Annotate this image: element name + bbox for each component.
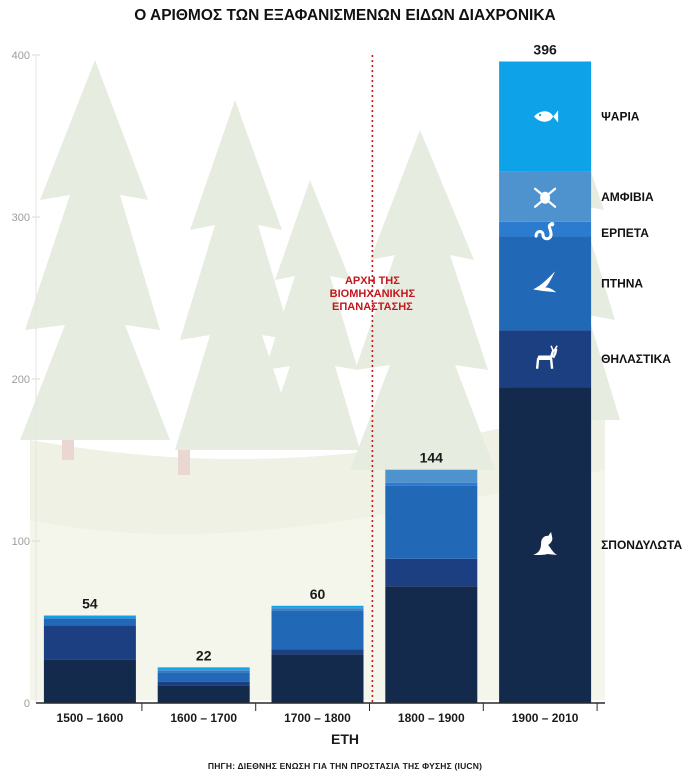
total-label-5: 396 <box>533 41 557 57</box>
x-tick-label-3: 1700 – 1800 <box>284 711 351 725</box>
bar-segment-deer <box>385 558 478 587</box>
series-label-kangaroo: ΣΠΟΝΔΥΛΩΤΑ <box>601 538 682 552</box>
source-note: ΠΗΓΗ: ΔΙΕΘΝΗΣ ΕΝΩΣΗ ΓΙΑ ΤΗΝ ΠΡΟΣΤΑΣΙΑ ΤΗ… <box>208 761 482 771</box>
snake-icon <box>534 221 555 241</box>
bar-segment-frog <box>385 469 478 483</box>
total-label-1: 54 <box>82 596 98 612</box>
bar-segment-deer <box>271 649 364 655</box>
x-tick-label-5: 1900 – 2010 <box>512 711 579 725</box>
total-label-4: 144 <box>420 450 444 466</box>
y-axis: 0 100 200 300 400 <box>12 50 40 710</box>
total-label-3: 60 <box>310 586 326 602</box>
x-tick-label-2: 1600 – 1700 <box>170 711 237 725</box>
bar-segment-fish <box>43 615 136 618</box>
series-label-bird: ΠΤΗΝΑ <box>601 276 643 290</box>
bar-stack-2 <box>157 667 250 703</box>
bar-segment-snake <box>271 609 364 611</box>
kangaroo-icon <box>533 532 558 556</box>
bar-segment-kangaroo <box>385 586 478 703</box>
y-tick-label-400: 400 <box>12 50 30 62</box>
bar-segment-frog <box>157 668 250 671</box>
bar-stack-3 <box>271 605 364 703</box>
annotation-text-line-1: ΑΡΧΗ ΤΗΣ <box>345 275 400 287</box>
bar-segment-snake <box>499 221 592 237</box>
bar-segment-kangaroo <box>157 685 250 703</box>
series-label-frog: ΑΜΦΙΒΙΑ <box>601 190 654 204</box>
bar-segment-fish <box>271 605 364 608</box>
series-label-deer: ΘΗΛΑΣΤΙΚΑ <box>601 352 671 366</box>
bar-segment-bird <box>157 672 250 682</box>
bar-segment-snake <box>43 617 136 619</box>
bar-stack-5 <box>499 61 592 703</box>
bird-icon <box>533 271 557 293</box>
series-label-snake: ΕΡΠΕΤΑ <box>601 226 649 240</box>
bar-segment-kangaroo <box>271 654 364 703</box>
bar-segment-fish <box>157 667 250 669</box>
bar-segment-snake <box>157 670 250 673</box>
bar-segment-frog <box>271 607 364 610</box>
deer-icon <box>535 345 558 369</box>
y-tick-label-100: 100 <box>12 536 30 548</box>
fish-icon <box>534 110 559 123</box>
bar-segment-deer <box>43 625 136 660</box>
bar-segment-deer <box>157 681 250 686</box>
total-labels: 54 22 60 144 396 <box>82 41 557 663</box>
bar-segment-bird <box>385 485 478 559</box>
bar-segment-snake <box>385 482 478 486</box>
frog-icon <box>533 187 557 208</box>
series-label-fish: ΨΑΡΙΑ <box>601 110 640 124</box>
y-tick-label-200: 200 <box>12 374 30 386</box>
bar-segment-bird <box>43 618 136 626</box>
bars-layer <box>43 61 592 703</box>
chart-title: Ο ΑΡΙΘΜΟΣ ΤΩΝ ΕΞΑΦΑΝΙΣΜΕΝΩΝ ΕΙΔΩΝ ΔΙΑΧΡΟ… <box>134 7 556 24</box>
y-tick-label-0: 0 <box>24 698 30 710</box>
x-tick-label-1: 1500 – 1600 <box>57 711 124 725</box>
total-label-2: 22 <box>196 647 212 663</box>
annotation-text-line-2: ΒΙΟΜΗΧΑΝΙΚΗΣ <box>330 288 416 300</box>
annotation-text-line-3: ΕΠΑΝΑΣΤΑΣΗΣ <box>332 301 413 313</box>
bar-stack-1 <box>43 615 136 703</box>
series-labels: ΣΠΟΝΔΥΛΩΤΑ ΘΗΛΑΣΤΙΚΑ ΠΤΗΝΑ ΕΡΠΕΤΑ ΑΜΦΙΒΙΑ ΨΑΡ… <box>533 110 682 556</box>
y-tick-label-300: 300 <box>12 212 30 224</box>
bar-stack-4 <box>385 469 478 703</box>
x-axis: 1500 – 1600 1600 – 1700 1700 – 1800 1800 – … <box>36 702 605 725</box>
x-axis-title: ΕΤΗ <box>331 731 359 747</box>
x-tick-label-4: 1800 – 1900 <box>398 711 465 725</box>
bar-segment-kangaroo <box>43 659 136 703</box>
bar-segment-bird <box>271 610 364 650</box>
